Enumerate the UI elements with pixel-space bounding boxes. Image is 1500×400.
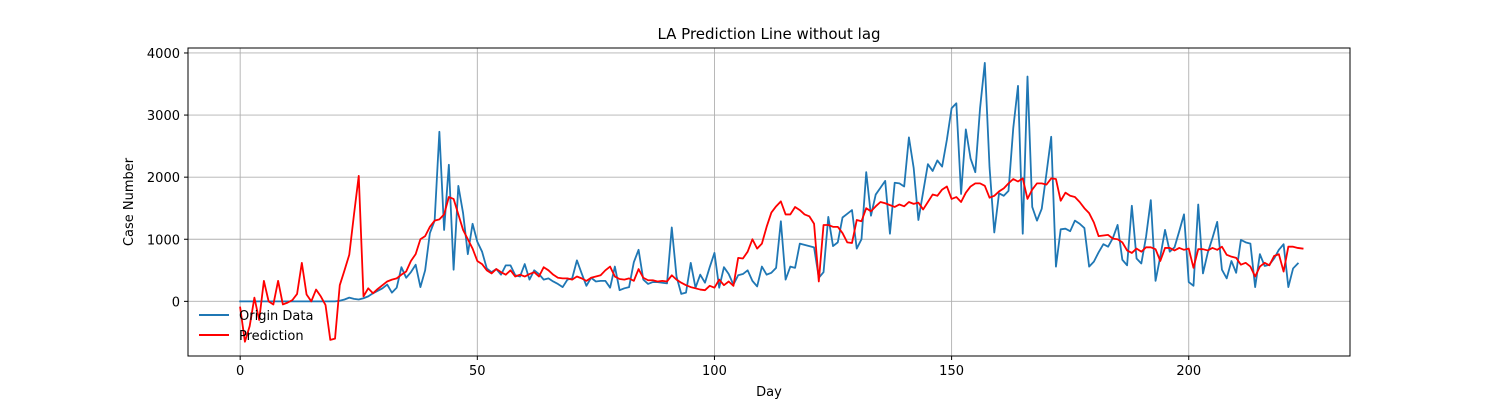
legend-label: Prediction: [239, 329, 304, 344]
x-tick-label: 0: [236, 364, 244, 379]
plot-frame: [187, 47, 1351, 357]
x-tick-label: 50: [469, 364, 486, 379]
y-axis-title: Case Number: [122, 157, 137, 246]
x-tick-label: 100: [702, 364, 727, 379]
x-tick-label: 150: [939, 364, 964, 379]
y-tick-label: 1000: [147, 233, 180, 248]
series-lines: [239, 62, 1304, 343]
x-tick-label: 200: [1176, 364, 1201, 379]
series-line-origin-data: [239, 62, 1300, 303]
x-axis-title: Day: [756, 385, 782, 400]
series-line-prediction: [239, 175, 1304, 343]
y-tick-label: 3000: [147, 109, 180, 124]
chart-title: LA Prediction Line without lag: [657, 25, 880, 43]
y-tick-label: 0: [172, 295, 180, 310]
legend: Origin Data Prediction: [199, 309, 313, 344]
grid: [188, 48, 1350, 356]
y-tick-label: 4000: [147, 47, 180, 62]
legend-label: Origin Data: [239, 309, 313, 324]
y-tick-label: 2000: [147, 171, 180, 186]
